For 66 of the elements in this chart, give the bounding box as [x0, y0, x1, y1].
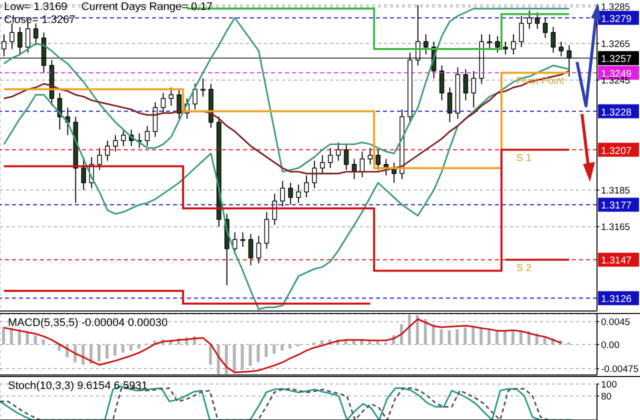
candlestick	[288, 182, 293, 206]
candlestick	[487, 34, 492, 50]
candlestick	[376, 149, 381, 170]
candlestick	[439, 64, 444, 101]
candlestick	[312, 160, 317, 189]
candlestick	[447, 86, 452, 123]
candlestick	[550, 26, 556, 54]
candlestick	[526, 10, 532, 30]
candlestick	[344, 144, 349, 170]
y-tick-label: -0.00475	[601, 364, 639, 376]
line-series	[3, 64, 570, 310]
ref-line-label: 1.3228	[601, 107, 632, 118]
chart-title: MACD(5,35,5) -0.00004 0.00030	[7, 317, 169, 329]
candlestick	[304, 174, 309, 198]
bar	[208, 344, 212, 365]
y-tick-label: 1.3285	[601, 2, 630, 14]
candlestick	[368, 147, 373, 165]
annotation: Close= 1.3267	[4, 14, 76, 26]
candlestick	[519, 15, 524, 48]
line-series	[3, 318, 562, 374]
annotation: S 2	[516, 262, 532, 274]
ref-line-label: 1.3177	[601, 200, 632, 212]
candlestick	[463, 68, 468, 101]
y-tick-label: 80	[601, 391, 612, 402]
candlestick	[503, 41, 508, 55]
candlestick	[495, 36, 500, 54]
candlestick	[192, 83, 198, 110]
candlestick	[105, 140, 110, 162]
candlestick	[280, 180, 285, 208]
candlestick	[160, 92, 166, 114]
y-tick-label: 1.3185	[601, 185, 630, 196]
candlestick	[256, 235, 262, 264]
candlestick	[511, 34, 516, 55]
candlestick	[200, 78, 206, 98]
annotation: Low= 1.3169	[4, 1, 68, 13]
candlestick	[296, 184, 301, 204]
candlestick	[113, 134, 118, 152]
candlestick	[168, 86, 174, 106]
ref-line-label: 1.3279	[601, 14, 632, 25]
candlestick	[471, 70, 476, 108]
candlestick	[248, 234, 254, 266]
candlestick	[542, 17, 548, 38]
ref-line-label: 1.3147	[601, 256, 632, 267]
candlestick	[423, 34, 428, 55]
candlestick	[320, 154, 325, 174]
candlestick	[81, 156, 86, 191]
candlestick	[10, 22, 14, 50]
candlestick	[264, 212, 270, 250]
y-tick-label: 0.00	[601, 340, 620, 351]
y-tick-label: 0.0045	[601, 316, 630, 328]
ref-line-label: 1.3126	[601, 294, 632, 306]
ref-line-label: 1.3207	[601, 146, 632, 157]
ref-line-label: 1.3257	[601, 54, 632, 66]
candlestick	[33, 22, 38, 46]
y-tick-label: 100	[601, 379, 617, 390]
annotation: S 1	[516, 152, 532, 164]
y-tick-label: 1.3165	[601, 222, 630, 234]
candlestick	[144, 125, 150, 147]
candlestick	[272, 193, 278, 226]
candlestick	[121, 129, 126, 147]
candlestick	[18, 26, 22, 55]
candlestick	[97, 147, 102, 170]
candlestick	[176, 88, 182, 120]
candlestick	[240, 232, 246, 248]
candlestick	[328, 147, 333, 169]
y-tick-label: 1.3265	[601, 38, 630, 50]
